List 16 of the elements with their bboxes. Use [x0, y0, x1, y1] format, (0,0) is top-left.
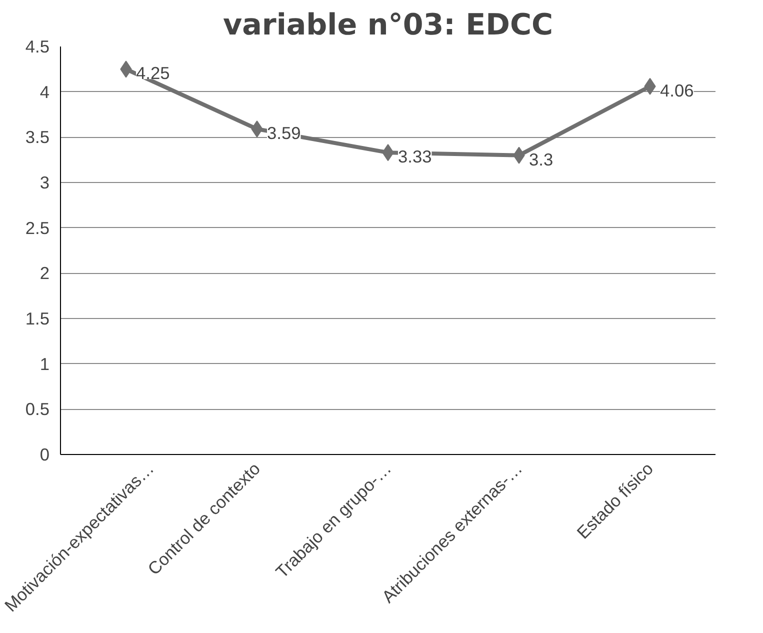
y-tick-label: 3	[40, 172, 50, 192]
data-label: 4.06	[660, 80, 694, 100]
y-tick-label: 3.5	[25, 127, 50, 148]
y-tick-label: 0.5	[25, 399, 50, 420]
y-tick-label: 2	[40, 263, 50, 284]
y-tick-label: 2.5	[25, 218, 50, 238]
data-label: 4.25	[136, 63, 170, 84]
data-label: 3.59	[267, 123, 301, 144]
data-label: 3.33	[398, 146, 432, 167]
y-tick-label: 4	[40, 82, 50, 102]
data-label: 3.3	[529, 149, 554, 170]
y-tick-label: 0	[40, 444, 50, 464]
y-tick-label: 1	[40, 354, 50, 374]
chart-title: variable n°03: EDCC	[222, 8, 554, 42]
y-tick-label: 4.5	[25, 36, 50, 56]
y-tick-label: 1.5	[25, 308, 50, 328]
